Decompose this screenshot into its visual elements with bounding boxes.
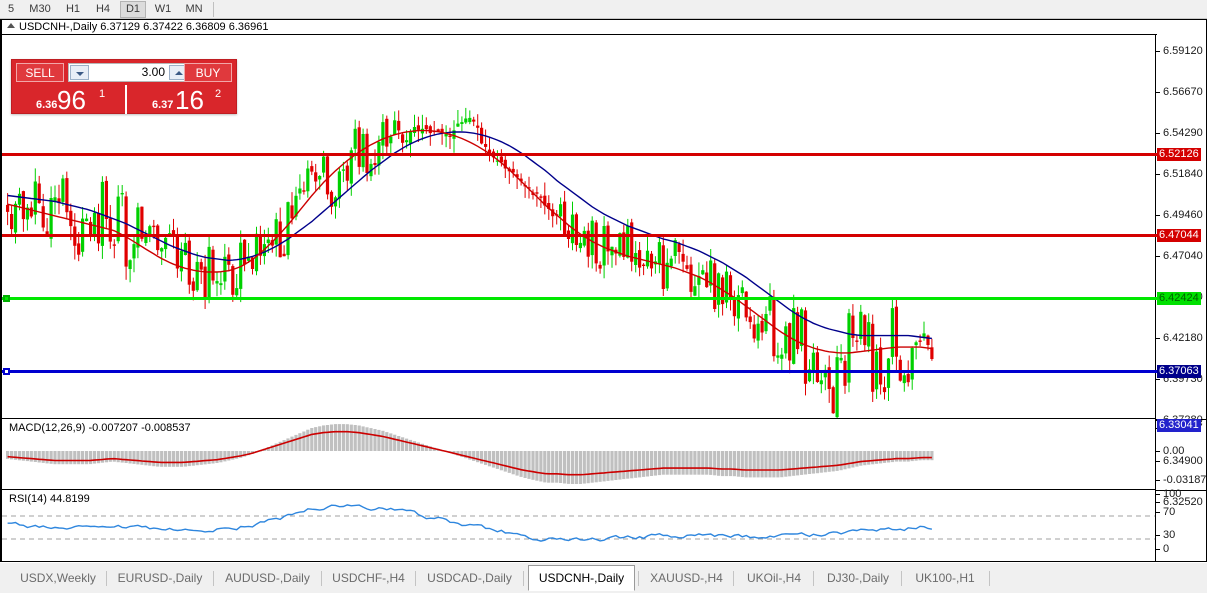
one-click-trading-panel: SELL 3.00 BUY 6.36 96 1 6.37 — [11, 59, 237, 114]
chart-window: USDCNH-,Daily 6.37129 6.37422 6.36809 6.… — [0, 19, 1207, 578]
macd-pane[interactable]: MACD(12,26,9) -0.007207 -0.008537 — [2, 420, 1157, 490]
chart-tabs-bar: USDX,Weekly EURUSD-,Daily AUDUSD-,Daily USD… — [0, 562, 1207, 593]
price-tick: 6.51840 — [1156, 168, 1207, 180]
price-tick: 6.32520 — [1156, 496, 1207, 508]
price-tick: 6.34900 — [1156, 455, 1207, 467]
price-tick: 6.49460 — [1156, 209, 1207, 221]
tab-divider — [321, 571, 322, 586]
chevron-up-icon — [175, 71, 183, 75]
chart-tab-usdcad-daily[interactable]: USDCAD-,Daily — [427, 571, 512, 585]
tab-divider — [813, 571, 814, 586]
timeframe-m30[interactable]: M30 — [29, 3, 51, 15]
sell-price-display[interactable]: 6.36 96 1 — [13, 85, 123, 114]
ma-fast-line — [7, 129, 932, 354]
level-price-label-resistance[interactable]: 6.52126 — [1157, 148, 1201, 161]
sell-price-fraction: 1 — [99, 88, 106, 100]
timeframe-5[interactable]: 5 — [7, 3, 15, 15]
level-line-resistance[interactable] — [2, 234, 1157, 237]
chart-tab-audusd-daily[interactable]: AUDUSD-,Daily — [225, 571, 310, 585]
chart-tab-uk100-h1[interactable]: UK100-,H1 — [915, 571, 975, 585]
tab-divider — [415, 571, 416, 586]
rsi-tick: 100 — [1156, 488, 1207, 500]
sell-price-whole: 6.36 — [36, 99, 58, 111]
macd-histogram — [6, 424, 934, 484]
rsi-line — [7, 504, 933, 542]
chart-tab-usdx-weekly[interactable]: USDX,Weekly — [20, 571, 96, 585]
tab-divider — [901, 571, 902, 586]
rsi-label: RSI(14) 44.8199 — [7, 493, 92, 505]
toolbar-divider — [213, 2, 214, 17]
macd-chart-svg — [6, 424, 934, 484]
chart-tab-dj30-daily[interactable]: DJ30-,Daily — [826, 571, 889, 585]
tab-divider — [213, 571, 214, 586]
level-price-label-support[interactable]: 6.33041 — [1157, 419, 1201, 432]
volume-stepper[interactable]: 3.00 — [68, 63, 190, 82]
rsi-chart-svg — [2, 504, 1157, 542]
timeframe-mn[interactable]: MN — [185, 3, 203, 15]
chart-title-bar: USDCNH-,Daily 6.37129 6.37422 6.36809 6.… — [2, 20, 1157, 35]
price-pane[interactable] — [2, 35, 1157, 419]
chart-tab-eurusd-daily[interactable]: EURUSD-,Daily — [117, 571, 203, 585]
buy-button[interactable]: BUY — [184, 63, 232, 82]
chart-tab-xauusd-h4[interactable]: XAUUSD-,H4 — [650, 571, 723, 585]
timeframe-w1[interactable]: W1 — [154, 3, 172, 15]
price-tick: 6.42180 — [1156, 332, 1207, 344]
sell-price-pips: 96 — [57, 85, 86, 114]
price-tick: 6.47040 — [1156, 250, 1207, 262]
macd-tick: 0.00 — [1156, 445, 1207, 457]
rsi-tick: 70 — [1156, 506, 1207, 518]
chart-tab-usdchf-h4[interactable]: USDCHF-,H4 — [332, 571, 405, 585]
chart-tab-usdcnh-daily[interactable]: USDCNH-,Daily — [528, 565, 635, 591]
buy-price-fraction: 2 — [215, 88, 222, 100]
buy-price-whole: 6.37 — [152, 99, 174, 111]
scale-pane-divider — [1156, 490, 1207, 491]
buy-price-display[interactable]: 6.37 16 2 — [125, 85, 237, 114]
timeframe-h4[interactable]: H4 — [95, 3, 111, 15]
volume-decrease-button[interactable] — [70, 65, 89, 80]
level-line-resistance[interactable] — [2, 153, 1157, 156]
level-drag-handle[interactable] — [3, 368, 10, 375]
macd-signal-line — [7, 430, 932, 476]
tab-divider — [989, 571, 990, 586]
macd-tick: -0.03187 — [1156, 474, 1207, 486]
level-line-pivot[interactable] — [2, 295, 1157, 302]
level-price-label-support[interactable]: 6.37063 — [1157, 365, 1201, 378]
trade-panel-controls: SELL 3.00 BUY — [12, 60, 236, 84]
level-price-label-pivot[interactable]: 6.42424 — [1157, 292, 1201, 305]
buy-price-pips: 16 — [175, 85, 204, 114]
price-scale[interactable]: 6.59120 6.56670 6.54290 6.51840 6.49460 6.470… — [1155, 35, 1207, 561]
tab-divider — [523, 571, 524, 586]
triangle-up-icon[interactable] — [7, 23, 15, 28]
volume-input[interactable]: 3.00 — [141, 65, 165, 79]
level-price-label-resistance[interactable]: 6.47044 — [1157, 229, 1201, 242]
tab-divider — [638, 571, 639, 586]
macd-label: MACD(12,26,9) -0.007207 -0.008537 — [7, 422, 193, 434]
price-tick: 6.56670 — [1156, 86, 1207, 98]
price-tick: 6.59120 — [1156, 45, 1207, 57]
chevron-down-icon — [76, 72, 84, 76]
price-tick: 6.54290 — [1156, 127, 1207, 139]
chart-title-text: USDCNH-,Daily 6.37129 6.37422 6.36809 6.… — [19, 21, 269, 33]
rsi-tick: 30 — [1156, 529, 1207, 541]
timeframe-h1[interactable]: H1 — [65, 3, 81, 15]
rsi-tick: 0 — [1156, 543, 1207, 555]
tab-divider — [106, 571, 107, 586]
level-line-support[interactable] — [2, 368, 1157, 375]
sell-button[interactable]: SELL — [16, 63, 64, 82]
chart-tab-ukoil-h4[interactable]: UKOil-,H4 — [746, 571, 801, 585]
tab-divider — [733, 571, 734, 586]
level-drag-handle[interactable] — [3, 295, 10, 302]
rsi-pane[interactable]: RSI(14) 44.8199 — [2, 491, 1157, 561]
timeframe-toolbar: 5 M30 H1 H4 D1 W1 MN — [0, 0, 1207, 19]
ma-slow-line — [7, 131, 932, 340]
timeframe-d1[interactable]: D1 — [120, 1, 146, 18]
price-chart-svg — [6, 107, 934, 418]
